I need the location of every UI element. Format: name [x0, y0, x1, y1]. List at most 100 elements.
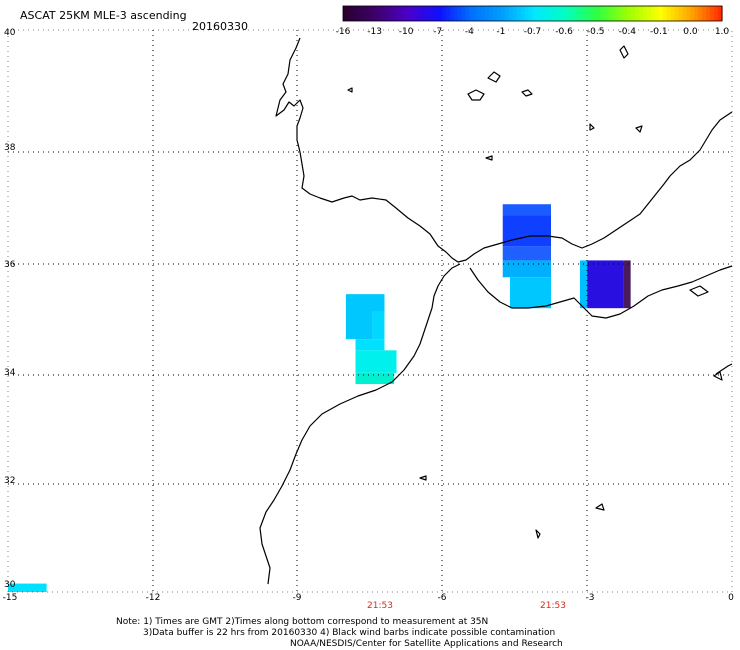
colorbar-segment	[603, 6, 609, 21]
colorbar-segment	[643, 6, 648, 21]
wind-data-cell	[502, 204, 551, 216]
colorbar-tick-label: 1.0	[714, 27, 730, 37]
colorbar-segment	[378, 6, 384, 21]
colorbar-segment	[615, 6, 620, 21]
note-line-3: NOAA/NESDIS/Center for Satellite Applica…	[290, 639, 563, 649]
islet-4	[713, 371, 723, 381]
colorbar-segment	[706, 6, 711, 21]
ibiza-coastline	[487, 71, 501, 83]
colorbar-segment	[445, 6, 451, 21]
wind-data-cell	[355, 350, 397, 373]
colorbar-segment	[524, 6, 530, 21]
colorbar-tick-label: -13	[367, 27, 382, 37]
colorbar-segment	[702, 6, 707, 21]
coastline	[259, 37, 733, 585]
colorbar-segment	[449, 6, 455, 21]
colorbar-segment	[548, 6, 553, 21]
pass-time-label: 21:53	[540, 601, 566, 611]
colorbar-segment	[410, 6, 415, 21]
colorbar-segment	[418, 6, 423, 21]
colorbar-segment	[540, 6, 545, 21]
map-title: ASCAT 25KM MLE-3 ascending	[20, 9, 187, 22]
islet-1	[347, 87, 353, 93]
colorbar-tick-label: -0.1	[650, 27, 668, 37]
colorbar-segment	[421, 6, 427, 21]
colorbar-frame	[342, 5, 723, 22]
iberia-coastline	[275, 37, 733, 263]
wind-data-cell	[623, 260, 631, 309]
colorbar-segment	[473, 6, 478, 21]
colorbar-segment	[599, 6, 605, 21]
colorbar-segment	[690, 6, 695, 21]
colorbar-segment	[504, 6, 510, 21]
colorbar-segment	[414, 6, 419, 21]
wind-data-cell	[372, 311, 385, 340]
colorbar-segment	[343, 6, 348, 21]
colorbar-segment	[441, 6, 447, 21]
colorbar-segment	[350, 6, 356, 21]
colorbar-segment	[670, 6, 676, 21]
colorbar-segment	[398, 6, 403, 21]
islet-3	[689, 285, 709, 297]
lat-label: 36	[4, 260, 16, 270]
colorbar-segment	[571, 6, 577, 21]
colorbar-segment	[666, 6, 672, 21]
colorbar-segment	[493, 6, 498, 21]
colorbar-segment	[425, 6, 431, 21]
mallorca-coastline	[467, 89, 485, 101]
colorbar-tick-label: -16	[335, 27, 351, 37]
colorbar-tick-label: 0.0	[683, 27, 698, 37]
colorbar-segment	[406, 6, 411, 21]
colorbar-segment	[402, 6, 407, 21]
plot-frame	[7, 29, 733, 593]
colorbar-segment	[500, 6, 506, 21]
wind-data-cell	[502, 260, 551, 278]
colorbar-segment	[623, 6, 628, 21]
colorbar-segment	[556, 6, 561, 21]
colorbar-tick-label: -0.7	[523, 27, 542, 37]
colorbar-segment	[508, 6, 514, 21]
colorbar-segment	[579, 6, 585, 21]
colorbar-segment	[611, 6, 617, 21]
colorbar-segment	[429, 6, 435, 21]
colorbar-segment	[658, 6, 664, 21]
colorbar	[342, 5, 723, 22]
wind-data-cell	[345, 311, 373, 340]
colorbar-segment	[575, 6, 581, 21]
lat-label: 32	[4, 476, 16, 486]
colorbar-segment	[568, 6, 573, 21]
islet-8	[485, 155, 493, 161]
colorbar-segment	[465, 6, 470, 21]
colorbar-segment	[496, 6, 502, 21]
colorbar-segment	[552, 6, 557, 21]
wind-data-cell	[345, 294, 385, 311]
colorbar-segment	[390, 6, 395, 21]
colorbar-segment	[489, 6, 494, 21]
wind-data-cell	[355, 339, 385, 351]
colorbar-segment	[682, 6, 688, 21]
lon-label: -6	[437, 593, 447, 603]
colorbar-segment	[662, 6, 668, 21]
colorbar-segment	[354, 6, 360, 21]
colorbar-segment	[564, 6, 569, 21]
colorbar-segment	[382, 6, 388, 21]
islet-2	[619, 45, 629, 59]
note-line-1: Note: 1) Times are GMT 2)Times along bot…	[116, 617, 489, 627]
colorbar-tick-label: -4	[464, 27, 474, 37]
colorbar-segment	[536, 6, 541, 21]
colorbar-segment	[619, 6, 624, 21]
lon-label: -12	[145, 593, 161, 603]
colorbar-segment	[386, 6, 391, 21]
lon-label: -3	[585, 593, 595, 603]
colorbar-segment	[437, 6, 443, 21]
colorbar-segment	[358, 6, 364, 21]
colorbar-segment	[718, 6, 723, 21]
wind-data-cell	[355, 372, 395, 385]
colorbar-segment	[686, 6, 692, 21]
lat-label: 38	[4, 143, 16, 153]
colorbar-segment	[694, 6, 699, 21]
lon-label: 0	[728, 593, 734, 603]
colorbar-segment	[595, 6, 601, 21]
colorbar-segment	[362, 6, 368, 21]
colorbar-segment	[516, 6, 522, 21]
